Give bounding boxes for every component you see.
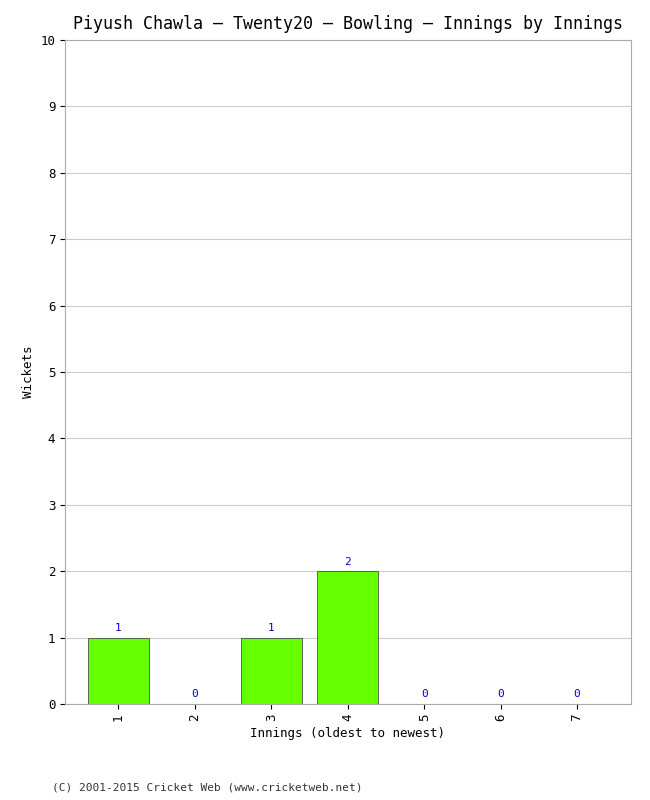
Text: 0: 0: [497, 690, 504, 699]
Title: Piyush Chawla – Twenty20 – Bowling – Innings by Innings: Piyush Chawla – Twenty20 – Bowling – Inn…: [73, 15, 623, 33]
Text: 2: 2: [344, 557, 351, 566]
Bar: [88, 638, 149, 704]
Text: 1: 1: [268, 623, 275, 633]
Bar: [240, 638, 302, 704]
Y-axis label: Wickets: Wickets: [21, 346, 34, 398]
Text: 0: 0: [192, 690, 198, 699]
Text: 0: 0: [574, 690, 580, 699]
Text: 0: 0: [421, 690, 428, 699]
Text: (C) 2001-2015 Cricket Web (www.cricketweb.net): (C) 2001-2015 Cricket Web (www.cricketwe…: [52, 782, 363, 792]
Text: 1: 1: [115, 623, 122, 633]
X-axis label: Innings (oldest to newest): Innings (oldest to newest): [250, 726, 445, 740]
Bar: [317, 571, 378, 704]
